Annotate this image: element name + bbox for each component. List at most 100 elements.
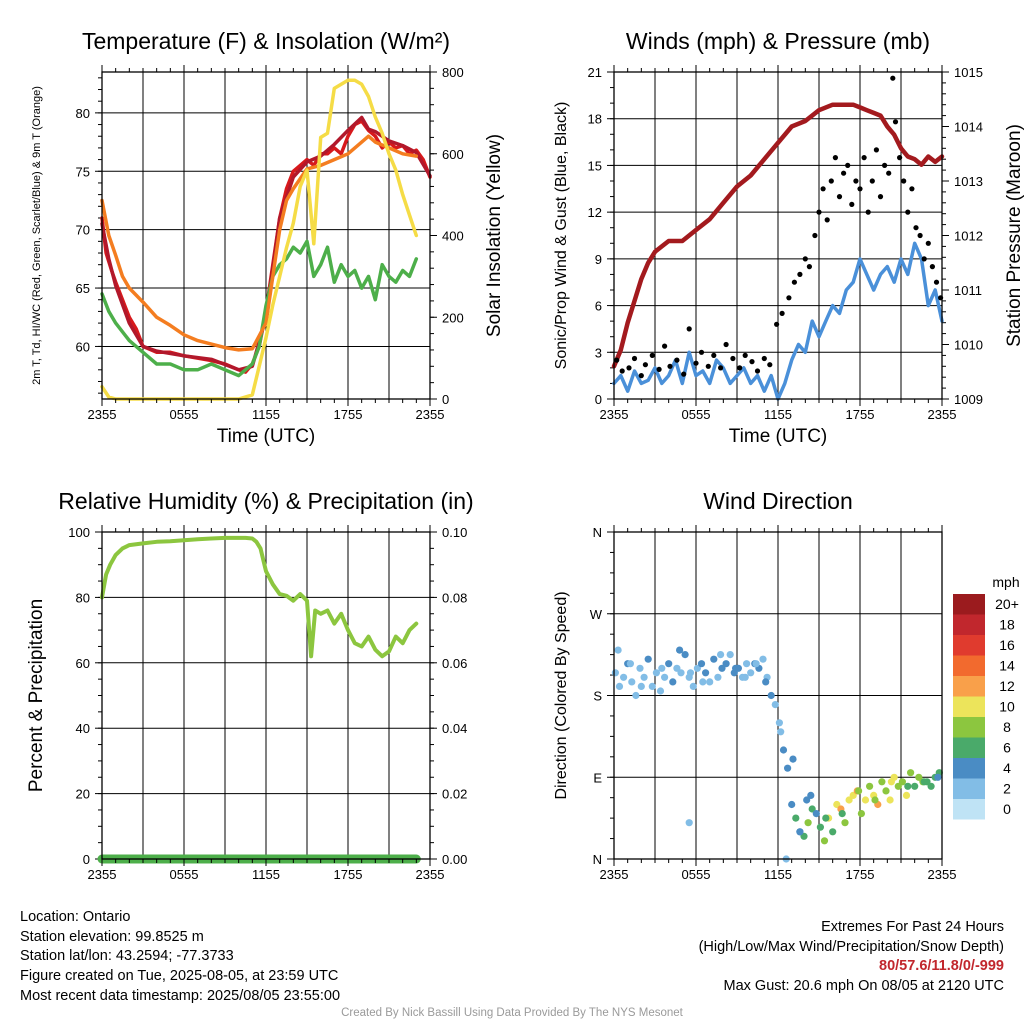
gust-point bbox=[737, 365, 743, 371]
gust-point bbox=[828, 178, 834, 184]
direction-point bbox=[779, 746, 788, 754]
direction-point bbox=[807, 791, 815, 800]
direction-point bbox=[920, 778, 928, 786]
y2-tick-label: 800 bbox=[442, 65, 464, 80]
y2-tick-label: 0.02 bbox=[442, 787, 467, 802]
extremes-subtitle: (High/Low/Max Wind/Precipitation/Snow De… bbox=[698, 938, 1004, 955]
direction-point bbox=[911, 782, 919, 790]
direction-point bbox=[726, 651, 734, 659]
y-tick-label: N bbox=[593, 525, 602, 540]
series-line bbox=[100, 134, 419, 352]
direction-point bbox=[644, 655, 652, 663]
direction-point bbox=[788, 800, 796, 809]
y2-tick-label: 200 bbox=[442, 310, 464, 325]
direction-point bbox=[803, 796, 811, 804]
x-axis-label: Time (UTC) bbox=[729, 426, 828, 447]
gust-point bbox=[897, 155, 903, 161]
extremes-values: 80/57.6/11.8/0/-999 bbox=[879, 958, 1004, 975]
x-tick-label: 1755 bbox=[846, 407, 875, 422]
x-tick-label: 2355 bbox=[600, 867, 629, 882]
y-tick-label: 60 bbox=[76, 339, 90, 354]
gust-point bbox=[631, 355, 638, 362]
gust-point bbox=[774, 321, 780, 327]
speed-legend: mph 20+ 18 16 14 12 10 8 6 4 2 0 bbox=[953, 574, 1020, 820]
gust-point bbox=[718, 365, 724, 371]
legend-swatch bbox=[953, 614, 985, 635]
chart-title: Temperature (F) & Insolation (W/m²) bbox=[82, 28, 450, 54]
extremes-title: Extremes For Past 24 Hours bbox=[821, 919, 1004, 935]
y-tick-label: 6 bbox=[595, 299, 602, 314]
gust-point bbox=[909, 186, 915, 192]
gust-point bbox=[913, 225, 919, 231]
y2-tick-label: 400 bbox=[442, 229, 464, 244]
chart-title: Wind Direction bbox=[703, 488, 853, 514]
direction-point bbox=[652, 669, 661, 677]
x-tick-label: 2355 bbox=[88, 407, 117, 422]
gust-point bbox=[820, 186, 826, 192]
gust-point bbox=[816, 209, 822, 215]
gust-point bbox=[791, 279, 798, 285]
y-tick-label: 40 bbox=[76, 721, 90, 736]
gust-point bbox=[730, 355, 736, 362]
gust-point bbox=[656, 366, 662, 372]
credit-text: Created By Nick Bassill Using Data Provi… bbox=[341, 1007, 683, 1019]
gust-point bbox=[638, 373, 644, 379]
y2-tick-label: 0.06 bbox=[442, 656, 467, 671]
series-line bbox=[100, 239, 419, 378]
direction-point bbox=[669, 678, 677, 686]
direction-point bbox=[732, 664, 740, 672]
gust-point bbox=[667, 363, 673, 369]
direction-point bbox=[904, 782, 912, 790]
gust-point bbox=[797, 271, 803, 277]
x-axis-label: Time (UTC) bbox=[217, 426, 316, 447]
direction-point bbox=[789, 755, 797, 763]
x-tick-label: 2355 bbox=[416, 867, 445, 882]
y-axis-label: Direction (Colored By Speed) bbox=[553, 591, 570, 799]
direction-point bbox=[628, 678, 636, 686]
y2-tick-label: 0.08 bbox=[442, 590, 467, 605]
x-tick-label: 1755 bbox=[334, 407, 363, 422]
y2-tick-label: 1014 bbox=[954, 120, 983, 135]
y-tick-label: 60 bbox=[76, 656, 90, 671]
gust-point bbox=[853, 178, 859, 184]
gust-point bbox=[642, 362, 649, 368]
latlon-text: Station lat/lon: 43.2594; -77.3733 bbox=[20, 948, 234, 965]
direction-point bbox=[792, 814, 800, 822]
direction-point bbox=[632, 691, 640, 700]
direction-point bbox=[887, 778, 896, 786]
y-tick-label: 75 bbox=[76, 164, 90, 179]
x-tick-label: 1155 bbox=[252, 867, 280, 882]
created-text: Figure created on Tue, 2025-08-05, at 23… bbox=[20, 968, 339, 985]
gust-point bbox=[861, 155, 867, 161]
gust-point bbox=[877, 194, 884, 200]
legend-swatch bbox=[953, 676, 985, 697]
direction-point bbox=[871, 796, 879, 804]
y-tick-label: 0 bbox=[83, 852, 90, 867]
direction-point bbox=[820, 837, 829, 845]
direction-point bbox=[689, 682, 697, 691]
y2-tick-label: 1015 bbox=[954, 65, 983, 80]
direction-point bbox=[697, 660, 706, 668]
y-tick-label: 12 bbox=[588, 205, 602, 220]
legend-swatch bbox=[953, 717, 985, 738]
direction-point bbox=[743, 660, 751, 668]
direction-point bbox=[816, 823, 825, 831]
direction-point bbox=[718, 664, 726, 672]
x-tick-label: 2355 bbox=[600, 407, 629, 422]
direction-point bbox=[614, 646, 622, 654]
y2-axis-label: Station Pressure (Maroon) bbox=[1004, 124, 1024, 347]
direction-point bbox=[777, 728, 785, 736]
x-tick-label: 0555 bbox=[170, 407, 199, 422]
legend-label: 20+ bbox=[995, 596, 1019, 612]
direction-point bbox=[676, 646, 684, 654]
y2-tick-label: 1011 bbox=[954, 283, 982, 298]
direction-point bbox=[717, 651, 725, 659]
gust-point bbox=[742, 352, 748, 358]
y2-tick-label: 0.04 bbox=[442, 721, 467, 736]
gust-point bbox=[857, 186, 863, 192]
legend-swatch bbox=[953, 737, 985, 758]
legend-label: 4 bbox=[1003, 760, 1011, 776]
direction-point bbox=[706, 678, 714, 686]
x-tick-label: 2355 bbox=[88, 867, 117, 882]
